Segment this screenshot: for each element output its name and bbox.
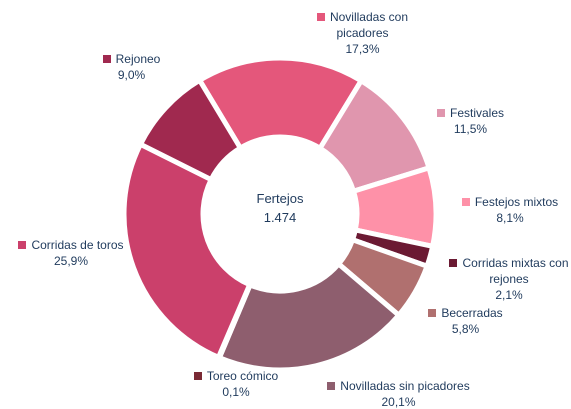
legend-text: Corridas mixtas con rejones (462, 256, 569, 286)
data-label: Novilladas sin picadores 20,1% (316, 378, 481, 409)
data-label: Novilladas con picadores 17,3% (305, 9, 420, 57)
label-name: Toreo cómico (186, 368, 286, 384)
label-name: Corridas mixtas con rejones (444, 255, 571, 287)
label-value: 9,0% (117, 68, 146, 82)
label-value: 25,9% (53, 254, 89, 268)
segment (196, 55, 365, 152)
label-value: 17,3% (345, 42, 380, 56)
center-label: Fertejos (257, 191, 304, 206)
label-name: Novilladas sin picadores (316, 378, 481, 394)
center-value: 1.474 (264, 210, 297, 225)
legend-swatch (316, 13, 325, 21)
label-value: 8,1% (496, 211, 524, 225)
label-name: Festivales (428, 105, 513, 121)
data-label: Festejos mixtos 8,1% (455, 194, 565, 226)
segment (216, 260, 403, 373)
label-value: 20,1% (381, 395, 416, 409)
legend-text: Festivales (449, 106, 505, 120)
legend-text: Novilladas sin picadores (340, 379, 470, 393)
legend-swatch (18, 241, 27, 249)
legend-swatch (193, 372, 202, 380)
legend-text: Novilladas con picadores (329, 10, 409, 40)
label-name: Rejoneo (94, 51, 169, 67)
legend-swatch (436, 109, 445, 117)
legend-swatch (449, 259, 458, 267)
segment (137, 76, 244, 183)
label-value: 11,5% (453, 122, 488, 136)
label-value: 5,8% (451, 322, 480, 336)
label-name: Festejos mixtos (455, 194, 565, 210)
legend-text: Festejos mixtos (474, 195, 559, 209)
legend-text: Becerradas (441, 306, 503, 320)
legend-text: Corridas de toros (31, 238, 124, 252)
legend-text: Rejoneo (115, 52, 161, 66)
label-value: 0,1% (222, 385, 250, 399)
data-label: Festivales 11,5% (428, 105, 513, 137)
legend-swatch (102, 55, 111, 63)
segment (121, 140, 253, 361)
data-label: Toreo cómico 0,1% (186, 368, 286, 400)
data-label: Rejoneo 9,0% (94, 51, 169, 83)
legend-swatch (461, 198, 470, 206)
legend-swatch (327, 382, 336, 390)
data-label: Corridas mixtas con rejones 2,1% (444, 255, 571, 303)
label-name: Corridas de toros (6, 237, 136, 253)
legend-text: Toreo cómico (206, 369, 279, 383)
legend-swatch (428, 309, 437, 317)
data-label: Corridas de toros 25,9% (6, 237, 136, 269)
label-name: Becerradas (423, 305, 508, 321)
label-value: 2,1% (495, 288, 523, 302)
data-label: Becerradas 5,8% (423, 305, 508, 337)
label-name: Novilladas con picadores (305, 9, 420, 41)
